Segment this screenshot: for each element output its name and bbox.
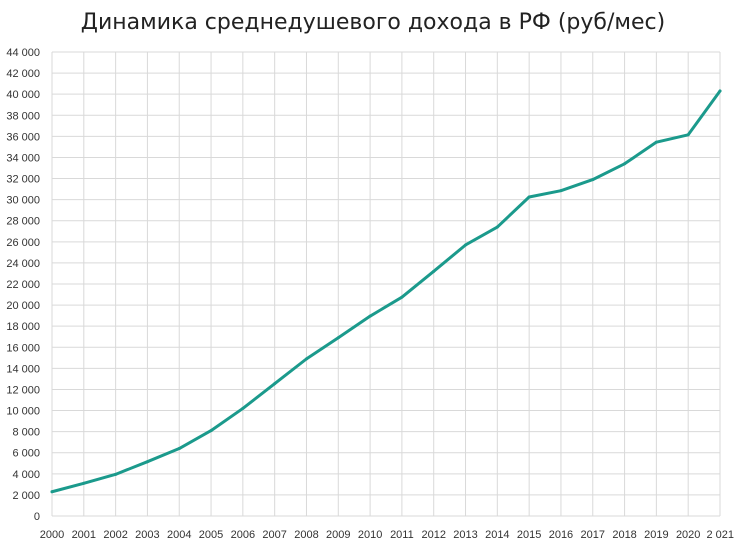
data-point xyxy=(527,195,531,199)
y-tick-label: 22 000 xyxy=(6,279,40,291)
data-point xyxy=(559,189,563,193)
data-point xyxy=(464,243,468,247)
data-point xyxy=(495,225,499,229)
y-tick-label: 24 000 xyxy=(6,258,40,270)
y-tick-label: 6 000 xyxy=(12,448,40,460)
data-point xyxy=(654,140,658,144)
data-point xyxy=(114,472,118,476)
y-tick-label: 40 000 xyxy=(6,89,40,101)
y-tick-label: 28 000 xyxy=(6,216,40,228)
x-tick-label: 2018 xyxy=(612,529,636,541)
x-tick-label: 2014 xyxy=(485,529,509,541)
data-point xyxy=(209,429,213,433)
y-tick-label: 26 000 xyxy=(6,237,40,249)
data-point xyxy=(50,490,54,494)
data-point xyxy=(304,357,308,361)
x-tick-label: 2003 xyxy=(135,529,159,541)
y-tick-label: 32 000 xyxy=(6,174,40,186)
x-tick-label: 2001 xyxy=(72,529,96,541)
x-tick-label: 2011 xyxy=(390,529,414,541)
y-axis-ticks: 0 2 000 4 000 6 000 8 000 10 000 12 000 14 000 1… xyxy=(6,47,40,523)
y-tick-label: 30 000 xyxy=(6,195,40,207)
x-tick-label: 2 021 xyxy=(706,529,734,541)
grid-layer xyxy=(51,51,721,517)
y-tick-label: 0 xyxy=(34,511,40,523)
x-tick-label: 2006 xyxy=(231,529,255,541)
y-tick-label: 16 000 xyxy=(6,342,40,354)
y-tick-label: 38 000 xyxy=(6,110,40,122)
x-tick-label: 2016 xyxy=(549,529,573,541)
x-axis-ticks: 2000 2001 2002 2003 2004 2005 2006 2007 2008 2009… xyxy=(40,529,734,541)
y-tick-label: 34 000 xyxy=(6,152,40,164)
y-tick-label: 10 000 xyxy=(6,406,40,418)
x-tick-label: 2019 xyxy=(644,529,668,541)
y-tick-label: 14 000 xyxy=(6,363,40,375)
y-tick-label: 12 000 xyxy=(6,384,40,396)
y-tick-label: 2 000 xyxy=(12,490,40,502)
data-point xyxy=(368,314,372,318)
x-tick-label: 2017 xyxy=(581,529,605,541)
data-point xyxy=(432,269,436,273)
data-point xyxy=(623,162,627,166)
x-tick-label: 2013 xyxy=(453,529,477,541)
series-line xyxy=(50,89,722,494)
x-tick-label: 2004 xyxy=(167,529,191,541)
chart-title: Динамика среднедушевого дохода в РФ (руб… xyxy=(80,10,666,35)
data-point xyxy=(177,447,181,451)
x-tick-label: 2002 xyxy=(103,529,127,541)
y-tick-label: 18 000 xyxy=(6,321,40,333)
x-tick-label: 2008 xyxy=(294,529,318,541)
x-tick-label: 2012 xyxy=(421,529,445,541)
data-point xyxy=(273,382,277,386)
data-point xyxy=(686,133,690,137)
data-point xyxy=(336,336,340,340)
x-tick-label: 2010 xyxy=(358,529,382,541)
data-point xyxy=(400,295,404,299)
x-tick-label: 2020 xyxy=(676,529,700,541)
y-tick-label: 42 000 xyxy=(6,68,40,80)
data-point xyxy=(82,481,86,485)
y-tick-label: 8 000 xyxy=(12,427,40,439)
x-tick-label: 2000 xyxy=(40,529,64,541)
data-point xyxy=(241,406,245,410)
y-tick-label: 44 000 xyxy=(6,47,40,59)
y-tick-label: 36 000 xyxy=(6,131,40,143)
y-tick-label: 20 000 xyxy=(6,300,40,312)
data-point xyxy=(145,460,149,464)
series-layer xyxy=(50,89,722,494)
x-tick-label: 2009 xyxy=(326,529,350,541)
x-tick-label: 2005 xyxy=(199,529,223,541)
y-tick-label: 4 000 xyxy=(12,469,40,481)
data-point xyxy=(591,178,595,182)
x-tick-label: 2015 xyxy=(517,529,541,541)
data-point xyxy=(718,89,722,93)
x-tick-label: 2007 xyxy=(262,529,286,541)
